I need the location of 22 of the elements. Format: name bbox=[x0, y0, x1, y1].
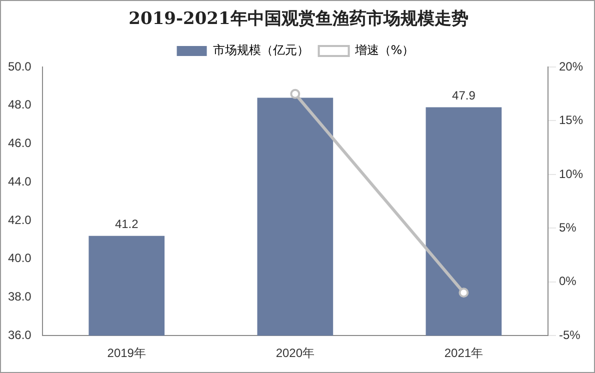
y-tick-label: 50.0 bbox=[8, 59, 32, 74]
y2-tick-label: 20% bbox=[558, 59, 584, 74]
y2-tick-label: 0% bbox=[558, 274, 577, 288]
data-label: 41.2 bbox=[114, 217, 139, 232]
y2-tick-label: 5% bbox=[558, 220, 577, 234]
y-tick-label: 48.0 bbox=[8, 98, 32, 112]
legend-label: 市场规模（亿元） bbox=[212, 43, 309, 58]
y-tick-label: 46.0 bbox=[8, 136, 32, 150]
x-tick-label: 2020年 bbox=[276, 346, 315, 360]
x-tick-label: 2019年 bbox=[107, 346, 146, 360]
y-tick-label: 40.0 bbox=[8, 251, 32, 266]
x-tick-label: 2021年 bbox=[444, 346, 484, 360]
y2-tick-label: 15% bbox=[558, 113, 584, 128]
legend-label: 增速（%） bbox=[354, 43, 414, 58]
chart-title: 2019-2021年中国观赏鱼渔药市场规模走势 bbox=[128, 8, 470, 30]
y-tick-label: 44.0 bbox=[8, 174, 32, 188]
data-label: 47.9 bbox=[452, 88, 476, 103]
y-tick-label: 36.0 bbox=[8, 328, 32, 342]
y2-tick-label: 10% bbox=[558, 166, 584, 181]
y2-tick-label: -5% bbox=[558, 328, 581, 342]
y-tick-label: 42.0 bbox=[8, 212, 32, 227]
y-tick-label: 38.0 bbox=[8, 290, 32, 304]
